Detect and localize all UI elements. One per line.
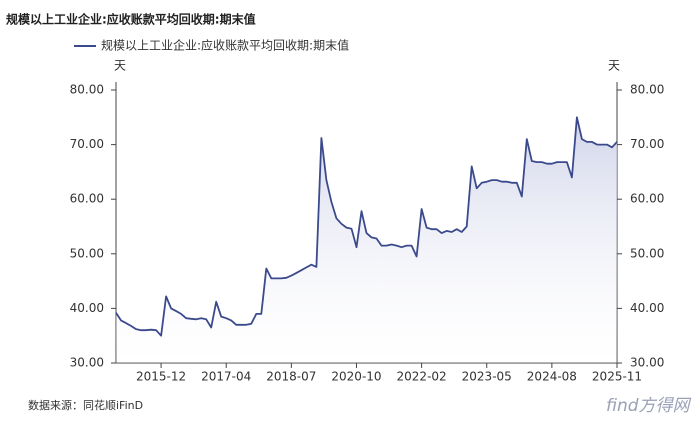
y-tick-label: 50.00 (70, 246, 104, 260)
y-unit: 天 (114, 59, 126, 73)
y2-tick-label: 40.00 (630, 301, 664, 315)
watermark: find方得网 (606, 396, 692, 416)
y2-unit: 天 (608, 59, 620, 73)
x-tick-label: 2018-07 (266, 370, 316, 384)
y-tick-label: 80.00 (70, 83, 104, 97)
y-tick-label: 30.00 (70, 356, 104, 370)
legend-label: 规模以上工业企业:应收账款平均回收期:期末值 (101, 38, 349, 53)
y2-tick-label: 50.00 (630, 246, 664, 260)
x-tick-label: 2025-11 (592, 370, 642, 384)
chart-title: 规模以上工业企业:应收账款平均回收期:期末值 (6, 12, 256, 27)
x-tick-label: 2024-08 (527, 370, 577, 384)
source-note: 数据来源：同花顺iFinD (28, 398, 143, 412)
y-tick-label: 40.00 (70, 301, 104, 315)
y2-tick-label: 80.00 (630, 83, 664, 97)
x-tick-label: 2020-10 (331, 370, 381, 384)
x-tick-label: 2023-05 (462, 370, 512, 384)
x-tick-label: 2022-02 (397, 370, 447, 384)
area (116, 117, 617, 363)
y-tick-label: 70.00 (70, 137, 104, 151)
x-tick-label: 2015-12 (136, 370, 186, 384)
line (115, 116, 618, 337)
y-tick-label: 60.00 (70, 192, 104, 206)
x-tick-label: 2017-04 (201, 370, 251, 384)
y2-tick-label: 70.00 (630, 137, 664, 151)
y2-tick-label: 30.00 (630, 356, 664, 370)
y2-tick-label: 60.00 (630, 192, 664, 206)
